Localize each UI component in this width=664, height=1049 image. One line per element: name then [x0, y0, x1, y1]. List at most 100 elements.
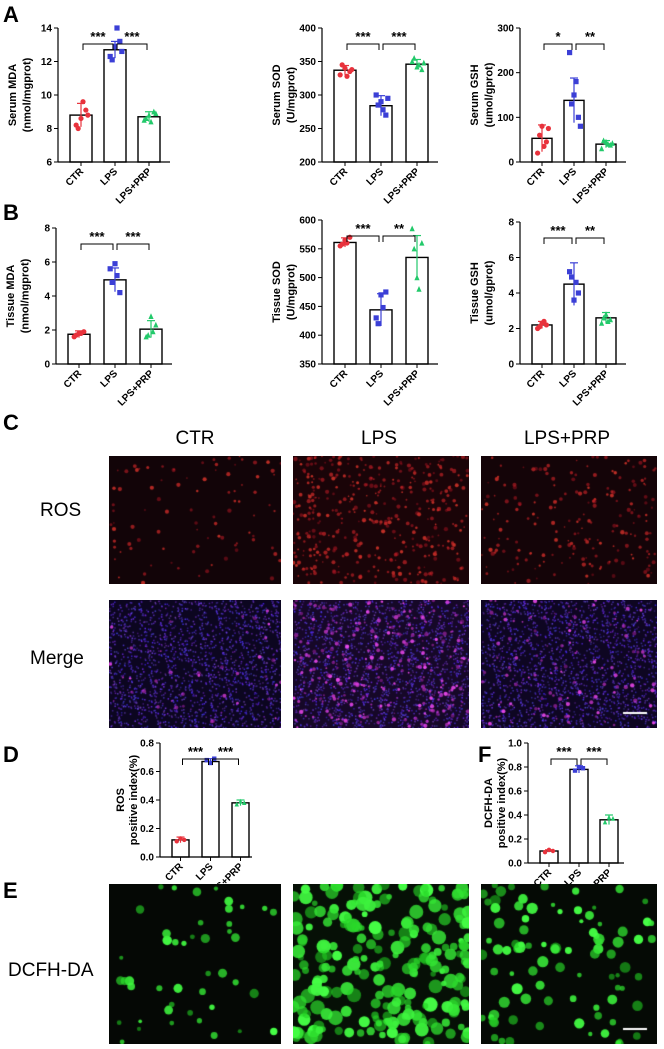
x-tick-label: CTR: [525, 166, 548, 189]
significance-label: ***: [90, 29, 106, 44]
data-point: [85, 112, 91, 118]
data-point: [83, 107, 89, 113]
y-tick-label: 0.2: [508, 835, 522, 846]
merge-ctr-image: [109, 600, 281, 728]
y-tick-label: 300: [299, 91, 316, 102]
data-point: [73, 332, 79, 338]
y-axis-label: ROS positive index(%): [115, 754, 140, 845]
panel-letter-e: E: [3, 878, 18, 903]
y-axis-label-line1: Tissue SOD: [271, 261, 283, 323]
data-point: [569, 101, 575, 107]
y-tick-label: 1.0: [508, 739, 522, 750]
row-title-dcfh-da: DCFH-DA: [8, 960, 94, 981]
data-point: [409, 58, 415, 65]
data-point: [114, 25, 120, 31]
y-axis-label: Serum SOD (U/mgprot): [271, 64, 297, 125]
data-point: [344, 73, 350, 79]
y-axis-label-line1: Serum SOD: [271, 64, 283, 125]
bar-lps: [201, 760, 220, 858]
data-point: [416, 61, 422, 68]
y-axis-label: Tissue MDA (nmol/mgprot): [5, 258, 31, 333]
y-tick-label: 2: [508, 324, 514, 335]
bar-lps: [103, 49, 127, 163]
data-point: [571, 297, 577, 303]
data-point: [234, 801, 239, 807]
data-point: [545, 125, 551, 132]
data-point: [610, 815, 616, 821]
y-axis-label-line2: (umol/gprot): [483, 260, 495, 325]
y-axis-label: Serum MDA (nmol/mgprot): [7, 57, 33, 132]
data-point: [109, 279, 115, 285]
y-tick-label: 0.2: [140, 824, 154, 835]
x-tick-label: CTR: [62, 368, 85, 391]
data-point: [347, 234, 353, 240]
significance-bracket: [346, 235, 380, 242]
significance-bracket: [575, 43, 605, 50]
data-point: [573, 279, 579, 285]
data-point: [75, 125, 81, 132]
y-axis-label: Tissue GSH (umol/gprot): [469, 260, 495, 325]
bar-ctr: [333, 241, 357, 365]
significance-bracket: [346, 43, 380, 50]
data-point: [182, 837, 187, 843]
significance-label: ***: [218, 744, 234, 759]
y-tick-label: 0.0: [140, 853, 154, 864]
data-point: [117, 38, 123, 44]
data-point: [174, 839, 179, 844]
y-axis-label-line1: DCFH-DA: [483, 778, 495, 828]
y-tick-label: 500: [299, 273, 316, 284]
y-axis-label-line1: Serum GSH: [469, 64, 481, 125]
bar-ctr: [539, 850, 559, 864]
y-axis-label-line2: (U/mgprot): [285, 264, 297, 321]
ros-ctr-image: [109, 456, 281, 584]
significance-bracket: [80, 243, 114, 250]
bar-lps: [569, 768, 589, 864]
x-tick-label: LPS: [194, 861, 216, 883]
y-tick-label: 4: [508, 289, 514, 300]
data-point: [537, 324, 543, 330]
data-point: [378, 292, 384, 298]
y-tick-label: 6: [46, 158, 52, 169]
merge-lps-prp-image: [481, 600, 657, 728]
y-tick-label: 300: [497, 24, 514, 35]
significance-label: **: [585, 223, 596, 238]
x-tick-label: LPS: [558, 166, 580, 188]
y-tick-label: 2: [44, 326, 50, 337]
y-tick-label: 8: [44, 224, 50, 235]
merge-lps-image: [293, 600, 469, 728]
data-point: [550, 848, 556, 854]
y-tick-label: 100: [497, 113, 514, 124]
y-axis-label-line1: Serum MDA: [7, 64, 19, 126]
data-point: [599, 145, 605, 152]
data-point: [577, 123, 583, 129]
data-point: [373, 315, 379, 321]
data-point: [603, 311, 609, 317]
significance-bracket: [82, 43, 114, 50]
data-point: [599, 320, 605, 326]
data-point: [178, 836, 183, 841]
data-point: [580, 766, 586, 771]
significance-bracket: [116, 43, 148, 50]
bar-lps: [103, 279, 127, 365]
significance-label: *: [555, 29, 561, 44]
y-tick-label: 0: [508, 158, 514, 169]
significance-bracket: [580, 758, 608, 765]
bar-ctr: [67, 333, 91, 365]
data-point: [385, 95, 391, 101]
y-tick-label: 14: [41, 24, 53, 35]
y-tick-label: 12: [41, 57, 53, 68]
x-tick-label: LPS: [99, 368, 121, 390]
x-tick-label: CTR: [525, 368, 548, 391]
serum-sod-chart: 200 250 300 350 400 Serum SOD (U/mgprot) CTR LPS…: [271, 24, 438, 207]
significance-bracket: [543, 43, 573, 50]
y-tick-label: 0.8: [140, 739, 154, 750]
data-point: [344, 240, 350, 246]
y-axis-label-line2: (nmol/mgprot): [21, 57, 33, 132]
data-point: [606, 814, 612, 820]
data-point: [571, 92, 577, 98]
significance-label: ***: [550, 223, 566, 238]
y-tick-label: 0.4: [140, 796, 154, 807]
